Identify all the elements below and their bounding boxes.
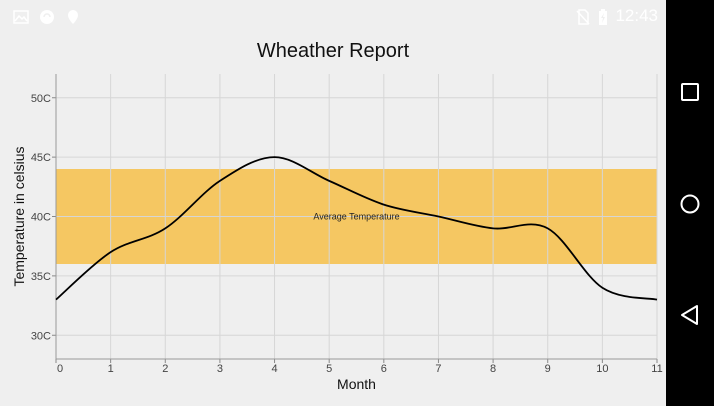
y-tick-label: 30C <box>31 330 51 342</box>
status-time: 12:43 <box>615 6 658 25</box>
status-bar: 12:43 <box>0 0 666 34</box>
band-label: Average Temperature <box>313 212 399 222</box>
no-sim-icon <box>576 9 590 25</box>
battery-charging-icon <box>599 9 607 25</box>
y-axis-title: Temperature in celsius <box>11 146 27 286</box>
back-button[interactable] <box>675 300 705 330</box>
home-button[interactable] <box>675 189 705 219</box>
image-icon <box>13 10 29 24</box>
y-tick-label: 40C <box>31 212 51 224</box>
x-tick-label: 0 <box>57 363 63 375</box>
x-tick-label: 1 <box>108 363 114 375</box>
x-tick-label: 11 <box>651 363 662 375</box>
x-axis-title: Month <box>337 376 376 392</box>
app-screen: 12:43 Wheather Report 0 1 2 3 4 5 6 7 8 9 10 11 30C 3… <box>0 0 666 392</box>
x-tick-label: 9 <box>545 363 551 375</box>
chart-title: Wheather Report <box>256 40 410 62</box>
y-tick-label: 50C <box>31 93 51 105</box>
x-tick-label: 8 <box>490 363 496 375</box>
x-tick-label: 6 <box>381 363 387 375</box>
x-tick-label: 2 <box>162 363 168 375</box>
navigation-bar <box>666 0 714 406</box>
temperature-series-line <box>55 156 658 301</box>
line-chart: 0 1 2 3 4 5 6 7 8 9 10 11 30C 35C 40C 45C 50C Month Temper… <box>11 74 663 392</box>
x-tick-label: 3 <box>217 363 223 375</box>
recents-button[interactable] <box>675 77 705 107</box>
location-icon <box>68 10 78 24</box>
y-tick-label: 35C <box>31 271 51 283</box>
sync-icon <box>40 10 54 24</box>
x-tick-label: 10 <box>596 363 608 375</box>
y-tick-label: 45C <box>31 152 51 164</box>
x-tick-label: 4 <box>271 363 277 375</box>
x-tick-label: 7 <box>435 363 441 375</box>
x-tick-label: 5 <box>326 363 332 375</box>
